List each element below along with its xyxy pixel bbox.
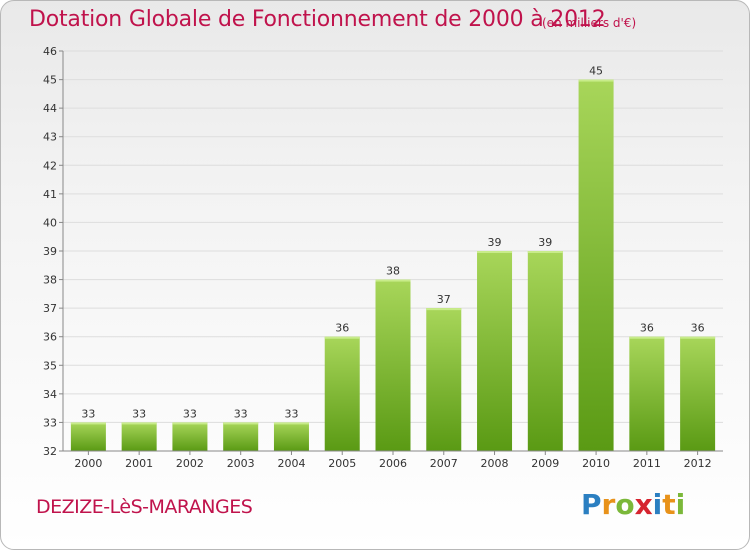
y-tick-label: 46: [43, 45, 57, 58]
data-label: 39: [488, 236, 502, 249]
bar: [426, 308, 462, 451]
bar: [324, 336, 360, 451]
bar: [527, 251, 563, 451]
y-tick-label: 39: [43, 245, 57, 258]
bar-highlight: [477, 251, 513, 253]
bar-highlight: [70, 422, 106, 425]
bar-highlight: [629, 336, 665, 339]
logo-letter: x: [634, 488, 653, 521]
x-tick-label: 2007: [430, 457, 458, 470]
data-label: 33: [183, 407, 197, 420]
logo-letter: P: [581, 488, 602, 521]
x-tick-label: 2012: [684, 457, 712, 470]
x-tick-label: 2006: [379, 457, 407, 470]
logo-letter: t: [662, 488, 676, 521]
data-label: 39: [538, 236, 552, 249]
chart-title: Dotation Globale de Fonctionnement de 20…: [29, 7, 606, 32]
bar: [578, 79, 614, 452]
data-label: 45: [589, 65, 603, 78]
bar-highlight: [375, 279, 411, 282]
logo-letter: i: [652, 488, 663, 521]
commune-name: DEZIZE-LèS-MARANGES: [36, 496, 253, 518]
y-tick-label: 34: [43, 388, 57, 401]
bar-highlight: [172, 422, 208, 425]
x-tick-label: 2008: [481, 457, 509, 470]
y-tick-label: 44: [43, 102, 57, 115]
x-tick-label: 2003: [227, 457, 255, 470]
y-tick-label: 42: [43, 159, 57, 172]
x-tick-label: 2001: [125, 457, 153, 470]
x-tick-label: 2005: [328, 457, 356, 470]
y-axis-tick-labels: 32 33 34 35 36 37 38 39 40 41 42 43 44 45 46: [43, 45, 57, 458]
x-tick-label: 2004: [277, 457, 305, 470]
bar: [629, 336, 665, 451]
bar: [70, 422, 106, 451]
data-label: 36: [335, 322, 349, 335]
x-tick-label: 2011: [633, 457, 661, 470]
bars: [70, 79, 716, 452]
y-tick-label: 41: [43, 188, 57, 201]
bar: [680, 336, 716, 451]
y-tick-label: 37: [43, 302, 57, 315]
y-tick-label: 32: [43, 445, 57, 458]
data-label: 33: [132, 407, 146, 420]
y-tick-label: 33: [43, 416, 57, 429]
data-label: 33: [234, 407, 248, 420]
y-tick-label: 40: [43, 216, 57, 229]
bar-highlight: [426, 308, 462, 311]
bar: [121, 422, 157, 451]
bar-highlight: [527, 251, 563, 253]
bar: [477, 251, 513, 451]
x-tick-label: 2002: [176, 457, 204, 470]
logo-letter: i: [675, 488, 686, 521]
data-label: 37: [437, 293, 451, 306]
bar-highlight: [680, 336, 716, 339]
y-tick-label: 36: [43, 331, 57, 344]
bar-highlight: [578, 79, 614, 82]
data-label: 33: [284, 407, 298, 420]
y-tick-label: 35: [43, 359, 57, 372]
bar: [223, 422, 259, 451]
bar-highlight: [324, 336, 360, 339]
bar-highlight: [121, 422, 157, 425]
data-label: 38: [386, 265, 400, 278]
x-tick-label: 2010: [582, 457, 610, 470]
bar: [375, 279, 411, 451]
proxiti-logo: Proxiti: [581, 488, 685, 521]
x-tick-label: 2000: [74, 457, 102, 470]
y-tick-label: 38: [43, 274, 57, 287]
bar: [273, 422, 309, 451]
logo-letter: o: [615, 488, 635, 521]
data-label: 36: [691, 322, 705, 335]
bar-highlight: [273, 422, 309, 425]
logo-letter: r: [601, 488, 616, 521]
bar-highlight: [223, 422, 259, 425]
x-tick-label: 2009: [531, 457, 559, 470]
unit-note: (en milliers d'€): [542, 16, 637, 30]
y-tick-label: 43: [43, 131, 57, 144]
data-labels: 33 33 33 33 33 36 38 37 39 39 45 36 36: [81, 65, 704, 421]
x-axis-tick-labels: 2000 2001 2002 2003 2004 2005 2006 2007 2008 2009…: [74, 451, 712, 470]
data-label: 36: [640, 322, 654, 335]
y-tick-label: 45: [43, 74, 57, 87]
data-label: 33: [81, 407, 95, 420]
bar: [172, 422, 208, 451]
